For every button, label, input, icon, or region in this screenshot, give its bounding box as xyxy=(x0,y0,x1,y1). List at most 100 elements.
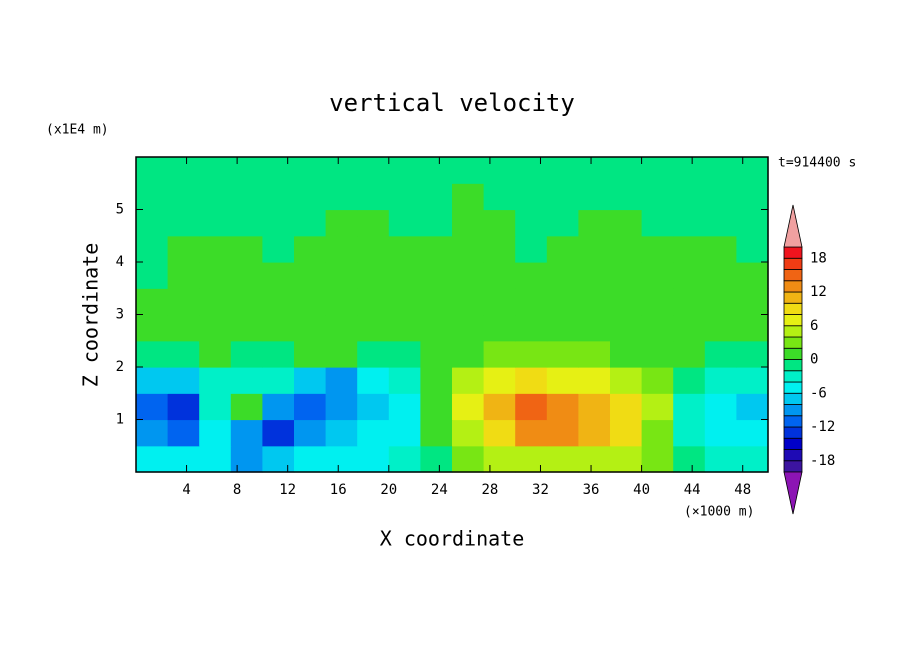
contour-cell xyxy=(704,209,737,237)
contour-cell xyxy=(673,288,706,316)
contour-cell xyxy=(704,235,737,263)
contour-cell xyxy=(578,445,611,473)
contour-cell xyxy=(230,367,263,394)
contour-cell xyxy=(199,367,232,394)
colorbar-tick-label: 6 xyxy=(810,318,818,334)
x-tick-label: 32 xyxy=(532,482,549,498)
colorbar-tick-label: 12 xyxy=(810,284,827,300)
contour-cell xyxy=(167,314,200,342)
contour-cell xyxy=(230,393,263,421)
contour-cell xyxy=(388,419,421,447)
contour-cell xyxy=(452,288,485,316)
contour-cell xyxy=(388,157,421,184)
contour-cell xyxy=(641,183,674,211)
contour-cell xyxy=(167,157,200,184)
colorbar-box xyxy=(783,359,803,372)
contour-cell xyxy=(325,393,358,421)
contour-cell xyxy=(199,419,232,447)
contour-cell xyxy=(136,419,169,447)
contour-cell xyxy=(420,367,453,394)
contour-cell xyxy=(167,419,200,447)
contour-cell xyxy=(610,367,643,394)
contour-cell xyxy=(167,340,200,368)
x-axis-label: X coordinate xyxy=(380,527,525,551)
x-tick-label: 24 xyxy=(431,482,448,498)
contour-cell xyxy=(546,314,579,342)
contour-cell xyxy=(483,314,516,342)
contour-cell xyxy=(483,183,516,211)
y-tick-label: 5 xyxy=(116,202,124,218)
contour-cell xyxy=(546,419,579,447)
contour-cell xyxy=(325,340,358,368)
contour-cell xyxy=(704,288,737,316)
colorbar-box xyxy=(783,325,803,338)
contour-cell xyxy=(673,445,706,473)
contour-cell xyxy=(546,445,579,473)
contour-cell xyxy=(673,367,706,394)
contour-cell xyxy=(483,157,516,184)
contour-cell xyxy=(388,209,421,237)
contour-cell xyxy=(546,340,579,368)
contour-cell xyxy=(641,419,674,447)
y-unit: (x1E4 m) xyxy=(46,123,109,138)
colorbar-box xyxy=(783,314,803,327)
contour-cell xyxy=(325,183,358,211)
contour-cell xyxy=(673,393,706,421)
contour-cell xyxy=(357,209,390,237)
contour-cell xyxy=(610,183,643,211)
contour-cell xyxy=(641,367,674,394)
contour-cell xyxy=(420,235,453,263)
contour-cell xyxy=(357,314,390,342)
contour-cell xyxy=(294,157,327,184)
contour-cell xyxy=(578,157,611,184)
colorbar-box xyxy=(783,404,803,417)
contour-cell xyxy=(388,340,421,368)
contour-cell xyxy=(546,393,579,421)
contour-cell xyxy=(294,235,327,263)
contour-cell xyxy=(357,235,390,263)
colorbar-box xyxy=(783,336,803,349)
contour-cell xyxy=(641,393,674,421)
contour-cell xyxy=(483,419,516,447)
y-tick-label: 2 xyxy=(116,359,124,375)
contour-cell xyxy=(736,419,769,447)
contour-cell xyxy=(673,340,706,368)
contour-cell xyxy=(704,157,737,184)
contour-cell xyxy=(736,393,769,421)
contour-cell xyxy=(546,262,579,289)
contour-cell xyxy=(167,393,200,421)
contour-cell xyxy=(262,367,295,394)
contour-cell xyxy=(325,367,358,394)
colorbar-box xyxy=(783,370,803,383)
y-axis-label: Z coordinate xyxy=(79,243,103,388)
contour-field xyxy=(136,157,769,473)
contour-cell xyxy=(230,157,263,184)
colorbar-box xyxy=(783,415,803,428)
contour-cell xyxy=(294,393,327,421)
contour-cell xyxy=(704,445,737,473)
contour-cell xyxy=(673,314,706,342)
contour-cell xyxy=(199,314,232,342)
chart-title: vertical velocity xyxy=(329,89,575,117)
contour-cell xyxy=(641,262,674,289)
y-tick-label: 3 xyxy=(116,307,124,323)
contour-cell xyxy=(578,367,611,394)
contour-cell xyxy=(736,314,769,342)
colorbar-box xyxy=(783,257,803,270)
contour-cell xyxy=(578,419,611,447)
colorbar-tick-label: 0 xyxy=(810,352,818,368)
y-tick-label: 1 xyxy=(116,412,124,428)
contour-cell xyxy=(641,288,674,316)
colorbar-box xyxy=(783,449,803,462)
contour-cell xyxy=(262,340,295,368)
contour-cell xyxy=(388,367,421,394)
contour-cell xyxy=(167,288,200,316)
contour-cell xyxy=(262,445,295,473)
contour-cell xyxy=(357,262,390,289)
contour-cell xyxy=(420,419,453,447)
contour-cell xyxy=(388,288,421,316)
colorbar-box xyxy=(783,381,803,394)
contour-cell xyxy=(452,235,485,263)
contour-cell xyxy=(230,340,263,368)
